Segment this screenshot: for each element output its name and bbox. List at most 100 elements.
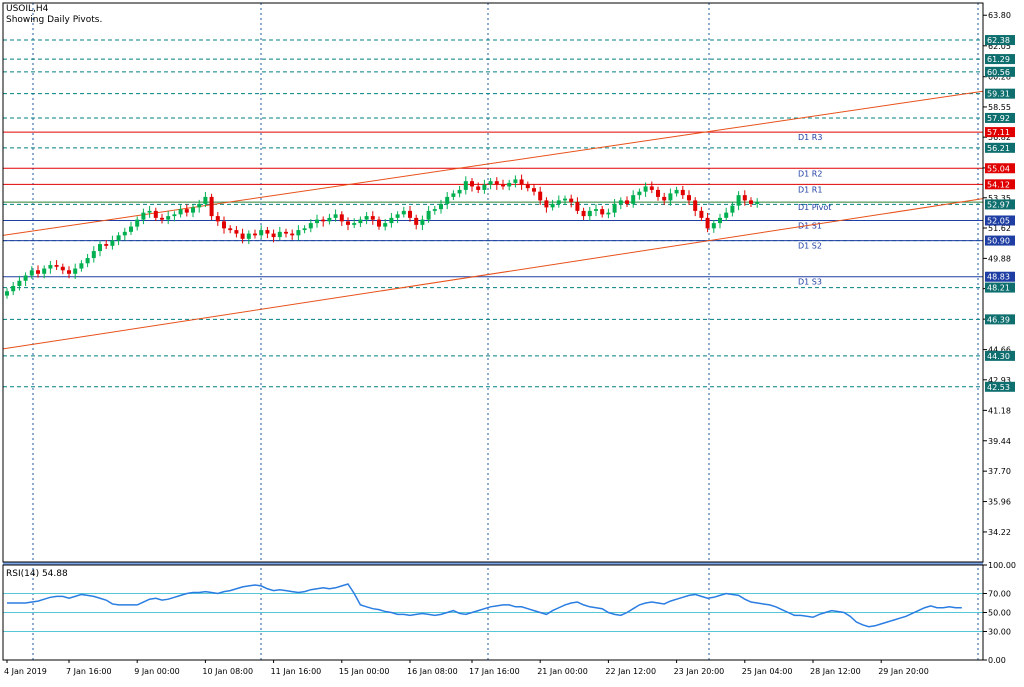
pivot-label-6: D1 S3 (798, 278, 822, 287)
candle-body (581, 210, 586, 217)
candle-body (147, 210, 152, 213)
candle-body (631, 195, 636, 204)
candle-body (414, 217, 419, 225)
time-tick-label: 23 Jan 20:00 (674, 667, 725, 676)
candle-body (284, 231, 288, 234)
rsi-tick-label: 70.00 (988, 590, 1011, 599)
price-tick-label: 51.62 (988, 224, 1011, 233)
price-tag-bg (985, 66, 1015, 77)
candle-body (122, 231, 127, 236)
candle-body (11, 285, 16, 292)
candle-body (383, 223, 388, 227)
pivot-label-3: D1 Pivot (798, 203, 831, 212)
candle-body (135, 219, 140, 227)
candle-body (54, 265, 59, 267)
candle-body (643, 186, 648, 192)
price-tag-label: 46.39 (987, 315, 1010, 324)
candle-body (166, 216, 171, 220)
price-tick-label: 53.35 (988, 194, 1011, 203)
candle-body (160, 217, 164, 220)
candle-body (191, 207, 195, 213)
candle-body (129, 226, 133, 232)
candle-body (352, 223, 357, 225)
candle-body (693, 200, 698, 211)
price-tag-bg (985, 142, 1015, 153)
candle-body (346, 221, 350, 225)
price-tag-bg (985, 88, 1015, 99)
rsi-tick-label: 50.00 (988, 609, 1011, 618)
price-tag-bg (985, 179, 1015, 190)
price-tag-bg (985, 381, 1015, 392)
candle-body (172, 214, 177, 217)
price-tag-label: 59.31 (987, 90, 1010, 99)
time-tick-label: 10 Jan 08:00 (202, 667, 253, 676)
pivot-label-0: D1 R3 (798, 133, 822, 142)
candle-body (67, 270, 71, 274)
price-tag-label: 57.11 (987, 128, 1010, 137)
pivot-label-4: D1 S1 (798, 221, 822, 230)
candle-body (377, 219, 381, 227)
candle-body (178, 209, 183, 215)
candle-body (228, 228, 233, 231)
price-tick-label: 63.80 (988, 11, 1011, 20)
candle-body (48, 265, 53, 269)
candle-body (463, 181, 468, 190)
trendline-1 (2, 198, 984, 350)
time-tick-label: 7 Jan 16:00 (66, 667, 112, 676)
candle-body (389, 217, 394, 224)
price-tag-label: 42.53 (987, 383, 1010, 392)
candle-body (674, 189, 679, 194)
candle-body (401, 210, 406, 215)
candle-body (116, 235, 121, 241)
price-tag-bg (985, 127, 1015, 138)
candle-body (724, 212, 729, 218)
rsi-tick-label: 30.00 (988, 628, 1011, 637)
candle-body (556, 200, 561, 204)
subtitle-label: Showing Daily Pivots. (6, 15, 102, 25)
candle-body (23, 275, 28, 281)
candle-body (426, 210, 431, 220)
candle-body (687, 195, 691, 201)
price-panel-frame (2, 2, 984, 563)
price-tag-label: 60.56 (987, 68, 1010, 77)
candle-body (110, 240, 115, 246)
candle-body (507, 182, 512, 187)
price-tick-label: 44.66 (988, 346, 1011, 355)
candle-body (718, 217, 722, 224)
candle-body (730, 205, 735, 213)
pivot-label-1: D1 R2 (798, 169, 822, 178)
pivot-label-5: D1 S2 (798, 242, 822, 251)
candle-body (662, 196, 667, 201)
candle-body (594, 209, 598, 211)
price-tick-label: 60.28 (988, 73, 1011, 82)
candle-body (79, 263, 84, 269)
time-tick-label: 21 Jan 00:00 (537, 667, 588, 676)
price-tick-label: 34.22 (988, 528, 1011, 537)
price-tag-label: 44.30 (987, 352, 1010, 361)
candle-body (600, 209, 605, 215)
candle-body (699, 210, 704, 218)
price-tag-label: 50.90 (987, 237, 1010, 246)
price-tick-label: 56.82 (988, 133, 1011, 142)
candle-body (532, 188, 536, 192)
price-tick-label: 35.96 (988, 498, 1011, 507)
candle-body (308, 223, 313, 229)
price-tag-bg (985, 271, 1015, 282)
price-tick-label: 58.55 (988, 103, 1011, 112)
rsi-tick-label: 100.00 (988, 561, 1016, 570)
candle-body (259, 230, 264, 236)
candle-body (29, 270, 34, 276)
candle-body (98, 244, 102, 252)
price-tag-bg (985, 215, 1015, 226)
time-tick-label: 9 Jan 00:00 (134, 667, 180, 676)
candle-body (457, 189, 462, 194)
candle-body (606, 212, 611, 215)
candle-body (240, 233, 245, 239)
candle-body (519, 179, 524, 185)
candle-body (203, 196, 208, 204)
candle-body (36, 270, 40, 274)
candle-body (625, 200, 629, 204)
candle-body (296, 230, 301, 236)
